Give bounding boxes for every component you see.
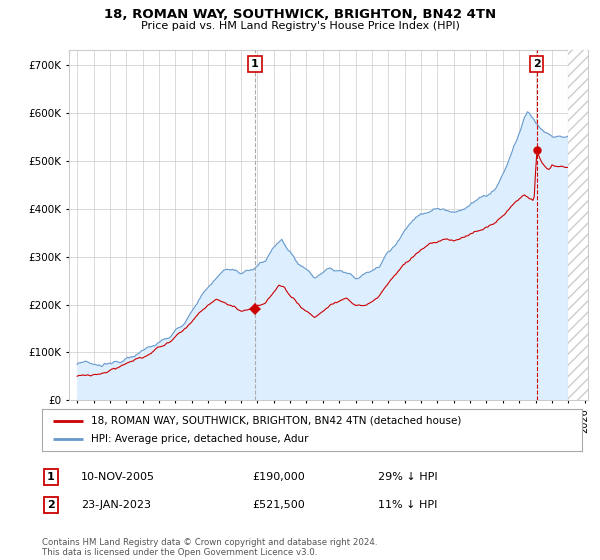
Text: £521,500: £521,500	[252, 500, 305, 510]
Text: HPI: Average price, detached house, Adur: HPI: Average price, detached house, Adur	[91, 434, 308, 444]
Text: 2: 2	[47, 500, 55, 510]
Text: 18, ROMAN WAY, SOUTHWICK, BRIGHTON, BN42 4TN: 18, ROMAN WAY, SOUTHWICK, BRIGHTON, BN42…	[104, 8, 496, 21]
Text: 10-NOV-2005: 10-NOV-2005	[81, 472, 155, 482]
Text: 2: 2	[533, 59, 541, 69]
Text: 1: 1	[47, 472, 55, 482]
Text: 23-JAN-2023: 23-JAN-2023	[81, 500, 151, 510]
Text: Price paid vs. HM Land Registry's House Price Index (HPI): Price paid vs. HM Land Registry's House …	[140, 21, 460, 31]
Text: 1: 1	[251, 59, 259, 69]
Text: 29% ↓ HPI: 29% ↓ HPI	[378, 472, 437, 482]
Text: Contains HM Land Registry data © Crown copyright and database right 2024.
This d: Contains HM Land Registry data © Crown c…	[42, 538, 377, 557]
Text: 18, ROMAN WAY, SOUTHWICK, BRIGHTON, BN42 4TN (detached house): 18, ROMAN WAY, SOUTHWICK, BRIGHTON, BN42…	[91, 416, 461, 426]
Text: £190,000: £190,000	[252, 472, 305, 482]
Text: 11% ↓ HPI: 11% ↓ HPI	[378, 500, 437, 510]
